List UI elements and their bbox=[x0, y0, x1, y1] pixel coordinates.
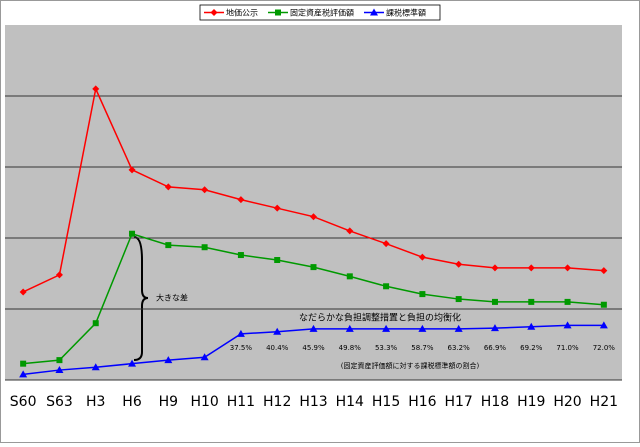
annotation: なだらかな負担調整措置と負担の均衡化 bbox=[299, 312, 461, 324]
ratio-label: 63.2% bbox=[448, 344, 471, 352]
point bbox=[383, 283, 390, 290]
point bbox=[418, 324, 427, 332]
x-tick-label: S60 bbox=[10, 394, 37, 410]
point bbox=[564, 264, 572, 272]
point bbox=[275, 9, 281, 16]
legend-label: 固定資産税評価額 bbox=[290, 8, 354, 18]
point bbox=[19, 370, 28, 378]
legend-box bbox=[199, 4, 441, 21]
point bbox=[128, 359, 137, 367]
point bbox=[92, 85, 100, 93]
point bbox=[599, 321, 608, 329]
point bbox=[210, 9, 218, 16]
point bbox=[274, 257, 281, 264]
point bbox=[310, 213, 317, 221]
x-tick-label: H21 bbox=[590, 394, 618, 410]
x-tick-label: H9 bbox=[159, 394, 178, 410]
point bbox=[527, 322, 536, 330]
point bbox=[419, 291, 426, 298]
ratio-label: 72.0% bbox=[593, 344, 616, 352]
point bbox=[564, 298, 571, 305]
point bbox=[418, 253, 426, 261]
brace bbox=[133, 236, 149, 361]
x-tick-label: H11 bbox=[227, 394, 255, 410]
point bbox=[273, 204, 281, 212]
point bbox=[345, 324, 354, 332]
point bbox=[491, 264, 499, 272]
point bbox=[490, 324, 499, 332]
ratio-label: 53.3% bbox=[375, 344, 398, 352]
point bbox=[129, 230, 136, 237]
point bbox=[528, 298, 535, 305]
caption: (固定資産評価額に対する課税標準額の割合) bbox=[341, 361, 480, 370]
ratio-label: 66.9% bbox=[484, 344, 507, 352]
point bbox=[273, 327, 282, 335]
x-tick-label: H19 bbox=[517, 394, 545, 410]
ratio-label: 71.0% bbox=[556, 344, 579, 352]
x-tick-label: H16 bbox=[408, 394, 436, 410]
point bbox=[600, 267, 608, 275]
ratio-label: 69.2% bbox=[520, 344, 543, 352]
point bbox=[55, 366, 64, 374]
x-tick-label: H13 bbox=[299, 394, 327, 410]
point bbox=[309, 324, 318, 332]
x-tick-label: S63 bbox=[46, 394, 73, 410]
point bbox=[128, 166, 136, 174]
point bbox=[164, 356, 173, 364]
x-tick-label: H18 bbox=[481, 394, 509, 410]
ratio-label: 40.4% bbox=[266, 344, 289, 352]
x-tick-label: H14 bbox=[336, 394, 364, 410]
x-tick-label: H6 bbox=[122, 394, 142, 410]
point bbox=[454, 324, 463, 332]
point bbox=[563, 321, 572, 329]
point bbox=[382, 324, 391, 332]
point bbox=[346, 273, 353, 280]
point bbox=[200, 353, 209, 361]
ratio-label: 49.8% bbox=[339, 344, 362, 352]
ratio-label: 58.7% bbox=[411, 344, 434, 352]
point bbox=[455, 296, 462, 303]
point bbox=[165, 242, 172, 249]
legend-label: 地価公示 bbox=[226, 8, 258, 18]
point bbox=[236, 329, 245, 337]
point bbox=[201, 244, 208, 251]
x-tick-label: H15 bbox=[372, 394, 400, 410]
legend-label: 課税標準額 bbox=[386, 8, 426, 18]
x-tick-label: H12 bbox=[263, 394, 291, 410]
point bbox=[92, 320, 99, 327]
x-tick-label: H17 bbox=[445, 394, 473, 410]
point bbox=[237, 196, 245, 204]
ratio-label: 45.9% bbox=[302, 344, 325, 352]
point bbox=[55, 271, 63, 279]
point bbox=[310, 264, 317, 271]
point bbox=[237, 252, 244, 259]
point bbox=[91, 363, 100, 371]
point bbox=[382, 240, 390, 248]
point bbox=[491, 298, 498, 305]
annotation: 大きな差 bbox=[156, 293, 188, 303]
ratio-label: 37.5% bbox=[230, 344, 253, 352]
point bbox=[20, 360, 27, 367]
x-tick-label: H10 bbox=[190, 394, 218, 410]
point bbox=[201, 186, 209, 194]
plot-area bbox=[5, 25, 622, 380]
point bbox=[455, 260, 463, 268]
point bbox=[19, 288, 27, 296]
point bbox=[527, 264, 535, 272]
point bbox=[600, 301, 607, 308]
point bbox=[56, 357, 63, 364]
point bbox=[370, 8, 378, 16]
point bbox=[346, 227, 354, 235]
x-tick-label: H3 bbox=[86, 394, 105, 410]
point bbox=[164, 183, 172, 191]
x-tick-label: H20 bbox=[553, 394, 581, 410]
